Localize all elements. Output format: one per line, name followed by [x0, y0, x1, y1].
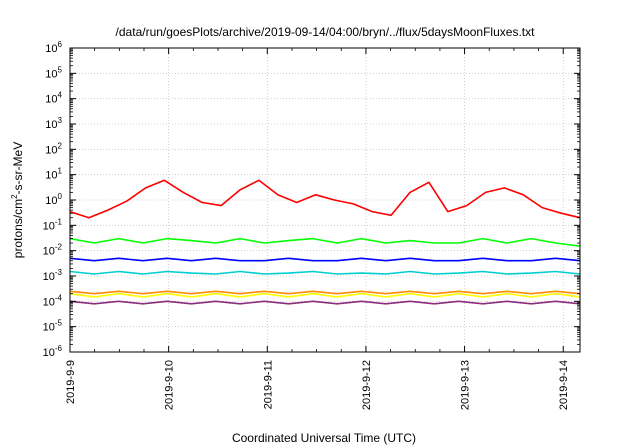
y-tick-label-exp: 2: [58, 141, 63, 150]
y-tick-label-exp: -2: [55, 243, 63, 252]
y-tick-label-base: 10: [45, 43, 57, 55]
y-tick-label-exp: -1: [55, 217, 63, 226]
y-tick-label-base: 10: [43, 296, 55, 308]
x-tick-labels: 2019-9-9 2019-9-10 2019-9-11 2019-9-12 2019-…: [65, 360, 570, 410]
y-tick-label: 102: [45, 141, 62, 156]
y-axis-label-pre: protons/cm: [11, 199, 25, 258]
y-tick-label-base: 10: [43, 271, 55, 283]
y-tick-label-base: 10: [45, 170, 57, 182]
series-line-2: [69, 237, 581, 247]
y-tick-label-exp: -6: [55, 344, 63, 353]
series-group: [69, 179, 581, 305]
y-tick-label-base: 10: [45, 68, 57, 80]
x-tick-label: 2019-9-14: [558, 360, 570, 410]
series-line-5: [69, 290, 581, 295]
y-tick-label-exp: 4: [58, 91, 63, 100]
y-axis-label-post: -s-sr-MeV: [11, 142, 25, 195]
y-tick-label-base: 10: [45, 94, 57, 106]
y-tick-label: 105: [45, 65, 62, 80]
y-tick-label: 10-4: [43, 293, 63, 308]
series-line-3: [69, 257, 581, 262]
y-axis-label-sup: 2: [10, 194, 19, 199]
ticks: [69, 47, 580, 353]
y-tick-label-base: 10: [45, 195, 57, 207]
x-tick-label: 2019-9-9: [65, 360, 77, 404]
y-axis-label: protons/cm2-s-sr-MeV: [10, 142, 25, 258]
series-line-7: [69, 300, 581, 305]
y-tick-label-base: 10: [45, 144, 57, 156]
y-tick-label: 10-5: [43, 319, 63, 334]
y-tick-label: 106: [45, 40, 62, 55]
series-line-6: [69, 292, 581, 298]
y-tick-label: 103: [45, 116, 62, 131]
x-tick-label: 2019-9-13: [460, 360, 472, 410]
x-tick-label: 2019-9-11: [262, 360, 274, 409]
x-tick-label: 2019-9-12: [361, 360, 373, 410]
y-tick-label-exp: -4: [55, 293, 63, 302]
y-tick-label: 10-2: [43, 243, 63, 258]
series-line-4: [69, 270, 581, 275]
y-tick-label-base: 10: [43, 220, 55, 232]
y-tick-labels: 10-610-510-410-310-210-11001011021031041…: [43, 40, 63, 359]
y-tick-label-exp: 0: [58, 192, 63, 201]
series-line-1: [69, 179, 581, 219]
y-tick-label-exp: 1: [58, 167, 63, 176]
y-tick-label: 104: [45, 91, 62, 106]
x-axis-label: Coordinated Universal Time (UTC): [232, 431, 416, 445]
y-tick-label-base: 10: [43, 322, 55, 334]
y-tick-label-base: 10: [43, 246, 55, 258]
y-tick-label-exp: -3: [55, 268, 63, 277]
y-tick-label-exp: 5: [58, 65, 63, 74]
y-tick-label-exp: 6: [58, 40, 63, 49]
y-tick-label-exp: 3: [58, 116, 63, 125]
grid: [70, 48, 580, 352]
y-tick-label: 10-3: [43, 268, 63, 283]
y-tick-label: 10-6: [43, 344, 63, 359]
chart-title: /data/run/goesPlots/archive/2019-09-14/0…: [116, 25, 536, 39]
y-tick-label: 101: [45, 167, 62, 182]
y-tick-label: 100: [45, 192, 62, 207]
x-tick-label: 2019-9-10: [164, 360, 176, 410]
y-tick-label: 10-1: [43, 217, 63, 232]
y-tick-label-base: 10: [45, 119, 57, 131]
y-tick-label-exp: -5: [55, 319, 63, 328]
y-tick-label-base: 10: [43, 347, 55, 359]
